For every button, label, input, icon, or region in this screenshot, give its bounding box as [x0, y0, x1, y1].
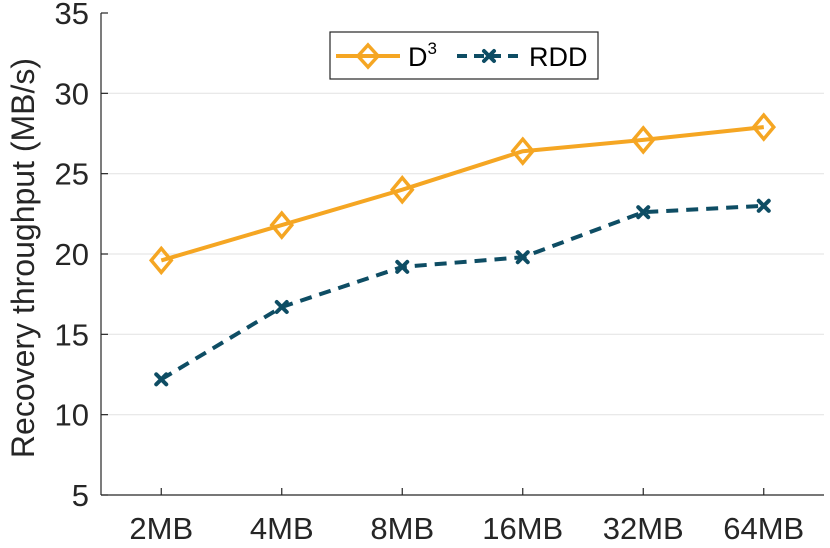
- axes: [100, 12, 824, 496]
- data-point-diamond: [148, 245, 174, 276]
- data-point-x: [756, 198, 771, 213]
- series-line-rdd: [160, 203, 764, 382]
- data-point-x: [636, 205, 651, 220]
- y-tick-label: 25: [55, 157, 89, 192]
- data-point-x: [274, 300, 289, 315]
- legend-label-d3-base: D: [408, 42, 428, 72]
- legend-marker-x-icon: [482, 49, 496, 63]
- x-tick-label: 2MB: [129, 511, 193, 546]
- data-point-x: [395, 259, 410, 274]
- x-tick-label: 16MB: [482, 511, 563, 546]
- y-tick-label: 30: [55, 76, 89, 111]
- legend-label-rdd: RDD: [529, 42, 588, 72]
- y-tick-label: 10: [55, 398, 89, 433]
- data-point-diamond: [269, 210, 295, 240]
- y-axis-label: Recovery throughput (MB/s): [5, 58, 41, 458]
- data-point-diamond: [510, 136, 536, 166]
- data-point-diamond: [630, 125, 656, 155]
- y-tick-label: 5: [72, 478, 89, 513]
- x-tick-label: 32MB: [603, 511, 684, 546]
- y-tick-label: 35: [55, 0, 89, 31]
- gridlines: [101, 92, 824, 416]
- y-tick-label: 20: [55, 237, 89, 272]
- legend-marker-diamond-icon: [355, 42, 381, 70]
- series-line-d3: [160, 125, 765, 263]
- x-tick-label: 4MB: [250, 511, 314, 546]
- x-tick-label: 8MB: [370, 511, 434, 546]
- data-point-diamond: [751, 112, 777, 142]
- legend: D3 RDD: [329, 31, 599, 80]
- data-point-x: [154, 372, 169, 387]
- series-layer: [148, 112, 777, 387]
- y-tick-labels: 5 10 15 20 25 30 35: [55, 0, 89, 513]
- data-point-x: [515, 250, 530, 265]
- x-tick-labels: 2MB 4MB 8MB 16MB 32MB 64MB: [129, 511, 804, 546]
- data-point-diamond: [389, 174, 415, 205]
- legend-label-d3-superscript: 3: [428, 39, 437, 58]
- x-tick-label: 64MB: [723, 511, 804, 546]
- y-tick-label: 15: [55, 317, 89, 352]
- legend-label-d3: D3: [408, 39, 437, 72]
